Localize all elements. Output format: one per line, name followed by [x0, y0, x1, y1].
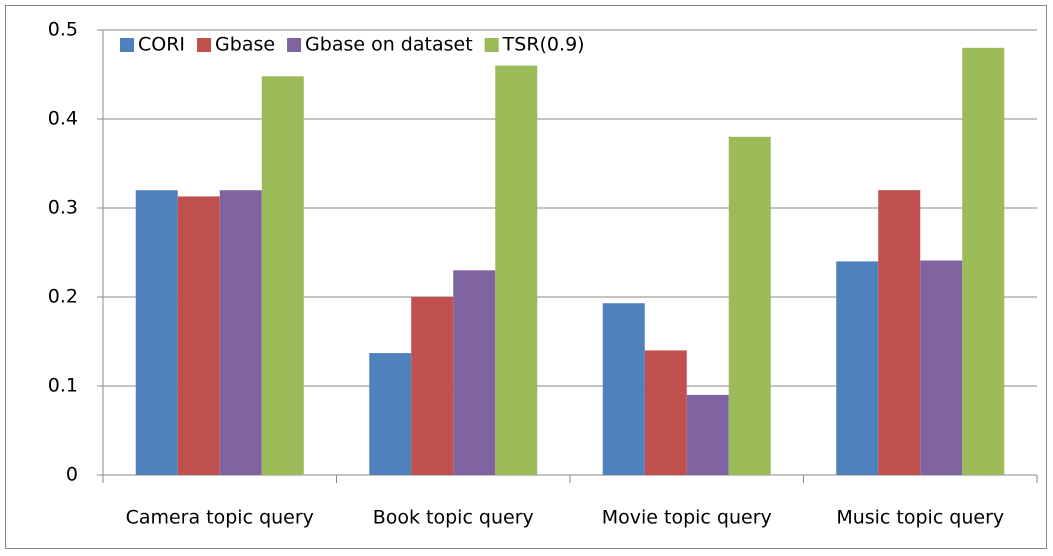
legend-label: TSR(0.9)	[502, 34, 585, 56]
legend-swatch	[120, 38, 134, 52]
legend-swatch	[484, 38, 499, 52]
y-tick-label: 0.1	[48, 375, 78, 397]
y-tick-label: 0.2	[48, 286, 78, 308]
bar	[411, 297, 454, 475]
legend-label: Gbase on dataset	[305, 34, 473, 56]
legend-swatch	[197, 38, 212, 52]
legend-swatch	[287, 38, 302, 52]
x-tick-label: Music topic query	[836, 507, 1004, 529]
bar	[686, 394, 729, 475]
x-tick-label: Movie topic query	[602, 507, 772, 529]
bar	[920, 260, 963, 475]
legend-label: CORI	[138, 34, 185, 56]
bar	[644, 350, 687, 475]
bar	[135, 190, 178, 475]
bar	[177, 196, 220, 475]
bar	[453, 270, 496, 475]
bar	[836, 261, 879, 475]
bar	[261, 76, 304, 475]
x-tick-label: Book topic query	[373, 507, 534, 529]
bar	[495, 65, 538, 475]
y-tick-label: 0.3	[48, 197, 78, 219]
y-tick-label: 0.5	[48, 19, 78, 41]
bar	[602, 303, 645, 475]
legend-label: Gbase	[215, 34, 275, 56]
bar	[369, 353, 412, 475]
y-tick-label: 0.4	[48, 108, 78, 130]
bar	[962, 47, 1005, 476]
x-tick-label: Camera topic query	[126, 507, 314, 529]
bar	[219, 190, 262, 475]
bar	[878, 190, 921, 475]
y-tick-label: 0	[66, 464, 78, 486]
bar	[728, 136, 771, 476]
